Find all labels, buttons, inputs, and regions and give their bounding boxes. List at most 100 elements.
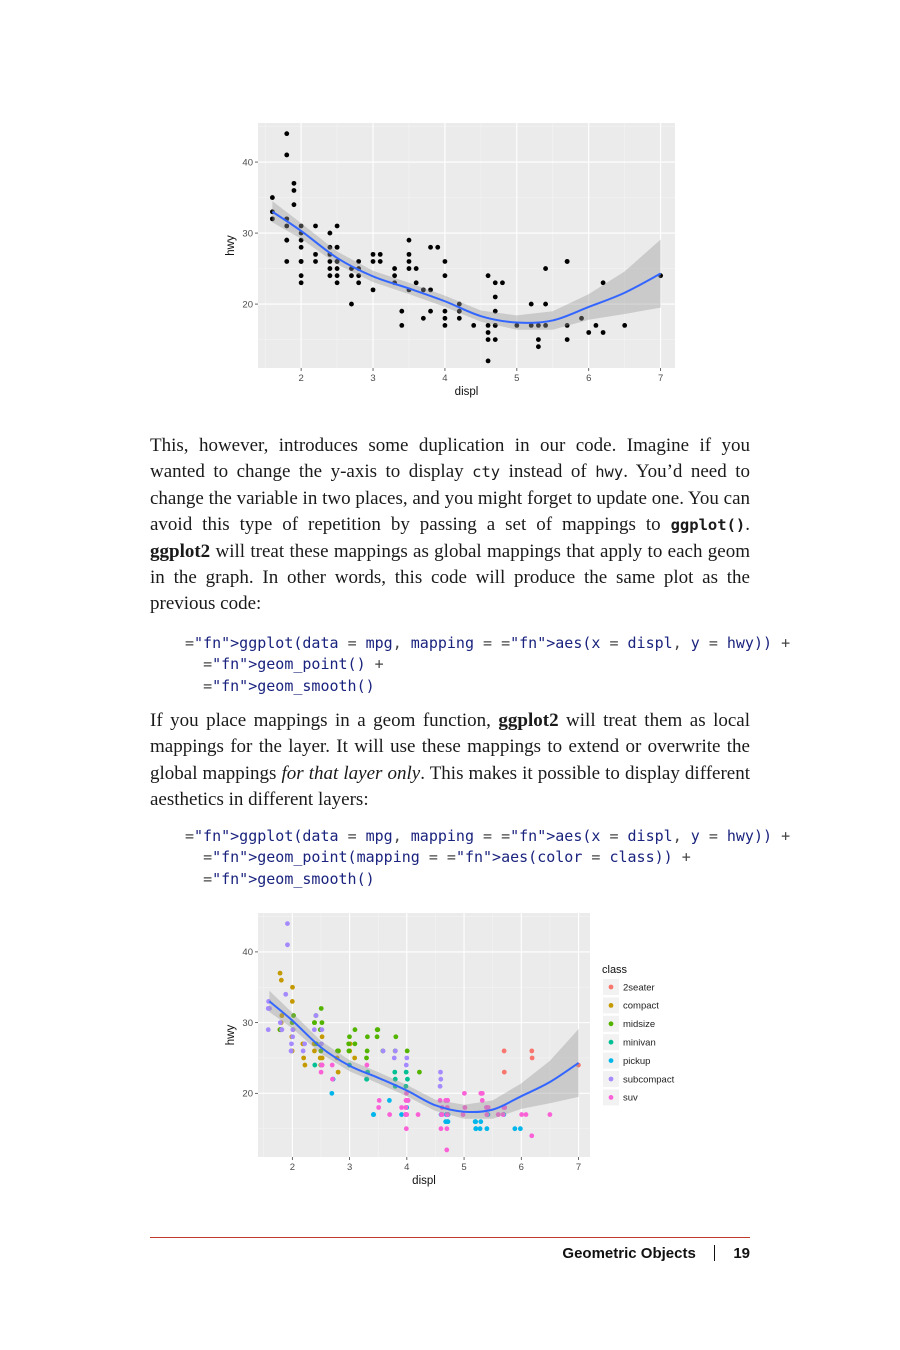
point-suv [319,1062,325,1068]
point-subcompact [289,1041,294,1047]
y-tick-label: 20 [242,299,253,310]
point-midsize [404,1048,410,1054]
text-run: . You’d need to change the variable in t… [150,461,750,536]
point-compact [312,1048,317,1054]
text-run: will treat these mappings as global mapp… [150,540,750,615]
data-point [334,280,340,286]
point-subcompact [319,1027,325,1033]
point-compact [302,1062,308,1068]
text-run: This, however, introduces some duplicati… [150,435,750,483]
point-subcompact [438,1076,444,1082]
legend-label-2seater: 2seater [623,982,655,993]
data-point [291,188,297,193]
point-suv [387,1112,393,1117]
data-point [327,259,333,264]
paragraph-global-mappings: This, however, introduces some duplicati… [150,433,750,618]
x-tick-label: 7 [576,1162,581,1173]
data-point [485,322,491,328]
point-compact [319,1034,325,1040]
data-point [392,266,398,271]
data-point [284,223,290,229]
point-subcompact [300,1048,306,1054]
data-point [406,251,412,257]
point-minivan [403,1083,409,1089]
point-midsize [365,1034,370,1040]
smooth-line [271,210,662,324]
data-point [356,259,362,264]
x-tick-label: 6 [586,373,591,384]
text-run: will treat them as local mappings for th… [150,710,750,784]
point-minivan [312,1062,318,1068]
data-point [600,280,606,286]
y-tick-label: 40 [242,947,253,958]
point-suv [444,1147,450,1153]
data-point [428,287,433,293]
data-point [406,266,412,271]
data-point [535,337,541,342]
point-pickup [517,1126,523,1132]
data-point [392,273,398,279]
data-point [428,244,433,250]
point-suv [404,1090,409,1096]
data-point [442,308,448,314]
chart-1-hwy-vs-displ: 2 3 4 5 6 7 20 30 40 displ hwy [225,123,675,398]
point-subcompact [302,1041,308,1047]
point-suv [318,1069,324,1075]
point-minivan [392,1069,398,1075]
data-point [356,273,362,279]
point-subcompact [438,1069,443,1075]
point-midsize [417,1069,422,1075]
data-point [413,266,419,271]
point-suv [329,1062,335,1068]
point-suv [403,1105,409,1110]
point-subcompact [290,1027,296,1033]
data-point [535,322,541,328]
point-suv [364,1062,370,1068]
point-suv [519,1112,525,1117]
legend-label-pickup: pickup [623,1056,650,1067]
point-subcompact [313,1013,319,1018]
data-point [420,315,426,321]
data-point [334,223,340,229]
point-midsize [346,1048,352,1054]
point-midsize [346,1041,352,1047]
x-tick-label: 4 [442,373,447,384]
data-point [564,322,570,328]
point-minivan [405,1076,410,1082]
point-2seater [501,1048,507,1054]
data-point [492,280,498,286]
x-tick-label: 6 [519,1162,524,1173]
legend-swatch-suv [608,1095,614,1100]
point-suv [484,1112,490,1117]
point-suv [399,1105,405,1110]
point-suv [462,1105,468,1110]
point-suv [479,1098,485,1103]
data-point [593,322,599,328]
point-suv [529,1133,535,1139]
x-tick-label: 3 [370,373,375,384]
data-point [269,216,275,222]
x-tick-label: 7 [658,373,663,384]
data-point [327,244,333,250]
data-point [406,259,412,264]
x-tick-label: 5 [514,373,519,384]
point-midsize [335,1048,341,1054]
data-point [579,315,584,321]
point-suv [445,1112,450,1117]
data-point [442,273,448,279]
data-point [456,301,462,307]
point-pickup [443,1119,449,1125]
point-pickup [386,1098,392,1103]
x-axis-title: displ [455,386,479,398]
point-compact [352,1055,358,1061]
bold-text: ggplot2 [498,710,559,731]
point-2seater [529,1055,535,1061]
data-point [313,259,318,264]
footer-page-number: 19 [733,1245,750,1262]
point-suv [444,1126,450,1132]
data-point [370,251,376,257]
point-midsize [318,1006,324,1011]
legend-label-minivan: minivan [623,1038,656,1049]
data-point [334,244,340,250]
point-compact [278,977,284,983]
